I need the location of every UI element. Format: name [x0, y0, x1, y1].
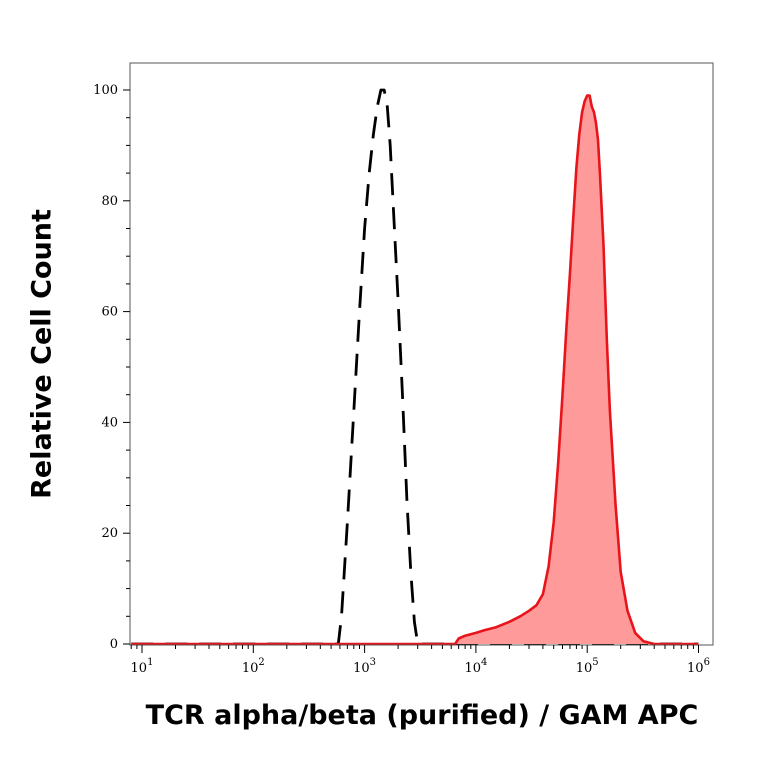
x-tick-base: 10: [576, 661, 593, 676]
x-axis-title: TCR alpha/beta (purified) / GAM APC: [146, 700, 699, 731]
x-tick-exponent: 1: [147, 657, 153, 668]
y-tick-label: 40: [101, 415, 118, 430]
dashed-control-histogram: [131, 88, 699, 646]
x-tick-base: 10: [353, 661, 370, 676]
x-tick-exponent: 6: [704, 657, 710, 668]
red-histogram-line: [131, 94, 699, 646]
x-tick-base: 10: [687, 661, 704, 676]
x-tick-base: 10: [131, 661, 148, 676]
plot-area: [131, 88, 699, 646]
y-tick-label: 20: [101, 526, 118, 541]
x-tick-label: 102: [242, 657, 265, 676]
x-tick-exponent: 2: [258, 657, 264, 668]
y-tick-label: 100: [93, 83, 118, 98]
y-tick-label: 60: [101, 305, 118, 320]
y-tick-label: 0: [110, 637, 118, 652]
x-tick-label: 103: [353, 657, 376, 676]
x-tick-base: 10: [242, 661, 259, 676]
red-histogram-fill: [131, 95, 699, 644]
plot-frame: [129, 62, 714, 646]
x-tick-exponent: 4: [481, 657, 487, 668]
x-tick-label: 105: [576, 657, 599, 676]
y-axis-title: Relative Cell Count: [27, 209, 58, 499]
x-tick-exponent: 5: [592, 657, 598, 668]
y-tick-label: 80: [101, 194, 118, 209]
x-tick-label: 104: [464, 657, 487, 676]
x-tick-base: 10: [464, 661, 481, 676]
x-tick-label: 101: [131, 657, 154, 676]
x-tick-exponent: 3: [370, 657, 376, 668]
x-tick-label: 106: [687, 657, 710, 676]
